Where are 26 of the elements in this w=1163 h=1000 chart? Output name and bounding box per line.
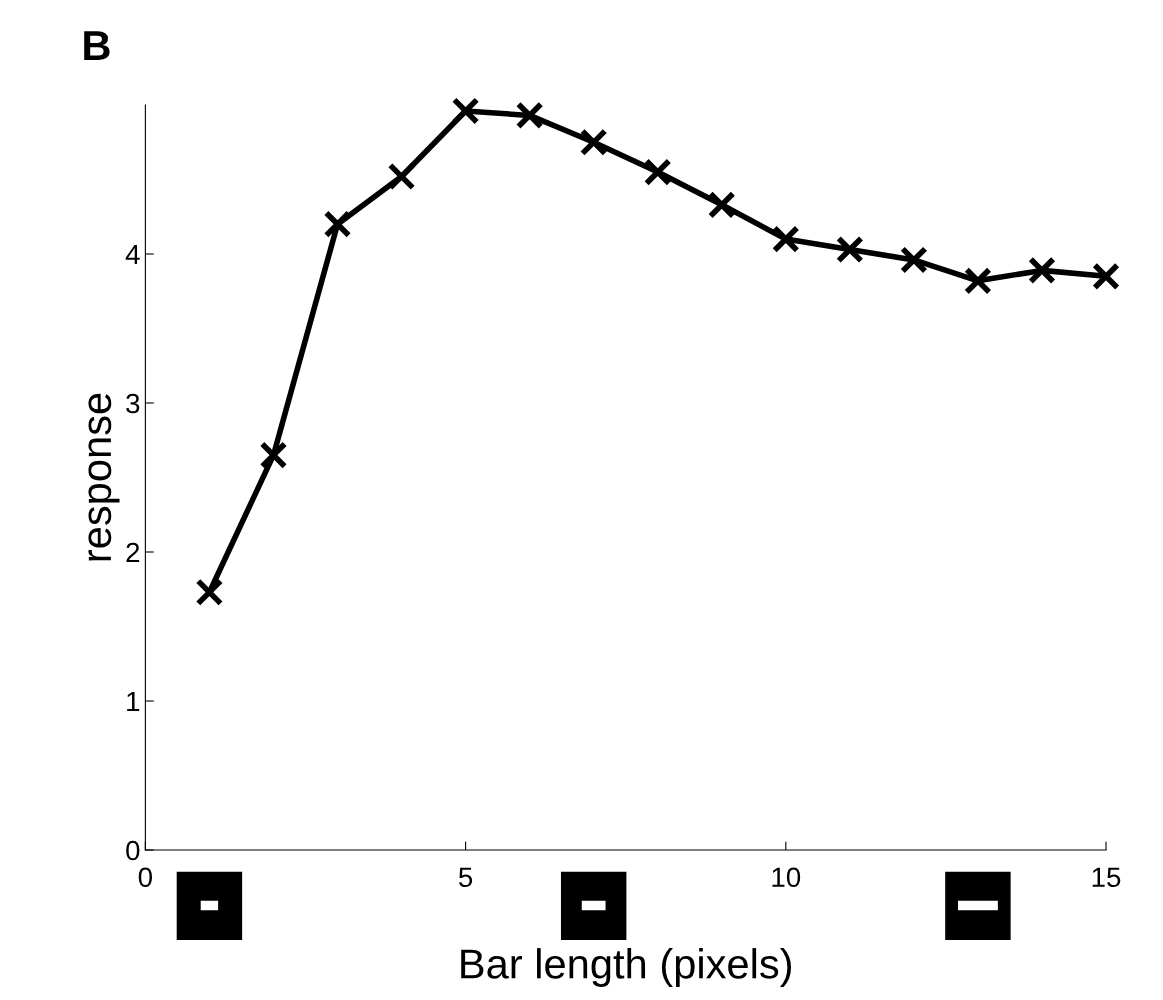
x-tick-label: 15 [1092, 867, 1121, 888]
point [323, 210, 352, 239]
point [387, 162, 416, 191]
y-axis-title: response [88, 393, 120, 561]
y-tick-label: 3 [126, 393, 140, 414]
point [579, 128, 608, 157]
x-tick-label: 10 [772, 867, 801, 888]
chart-title: B [84, 31, 110, 60]
y-tick-label: 0 [126, 840, 140, 861]
x-axis-title: Bar length (pixels) [461, 948, 792, 987]
point [195, 578, 224, 607]
point [515, 101, 544, 130]
point [771, 225, 800, 253]
point [707, 190, 736, 219]
point [1092, 262, 1120, 291]
y-tick-label: 2 [126, 542, 140, 563]
point [643, 158, 672, 186]
point [964, 266, 992, 295]
y-tick-label: 4 [125, 244, 140, 265]
y-tick-label: 1 [127, 691, 140, 712]
x-tick-label: 5 [458, 867, 473, 888]
point [259, 441, 288, 470]
point [835, 235, 864, 264]
point [451, 97, 480, 125]
point [1028, 256, 1056, 285]
point [899, 246, 928, 274]
